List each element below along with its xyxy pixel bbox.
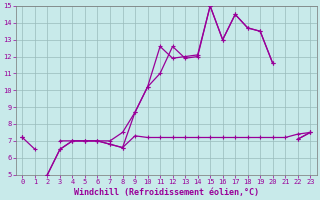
X-axis label: Windchill (Refroidissement éolien,°C): Windchill (Refroidissement éolien,°C) — [74, 188, 259, 197]
